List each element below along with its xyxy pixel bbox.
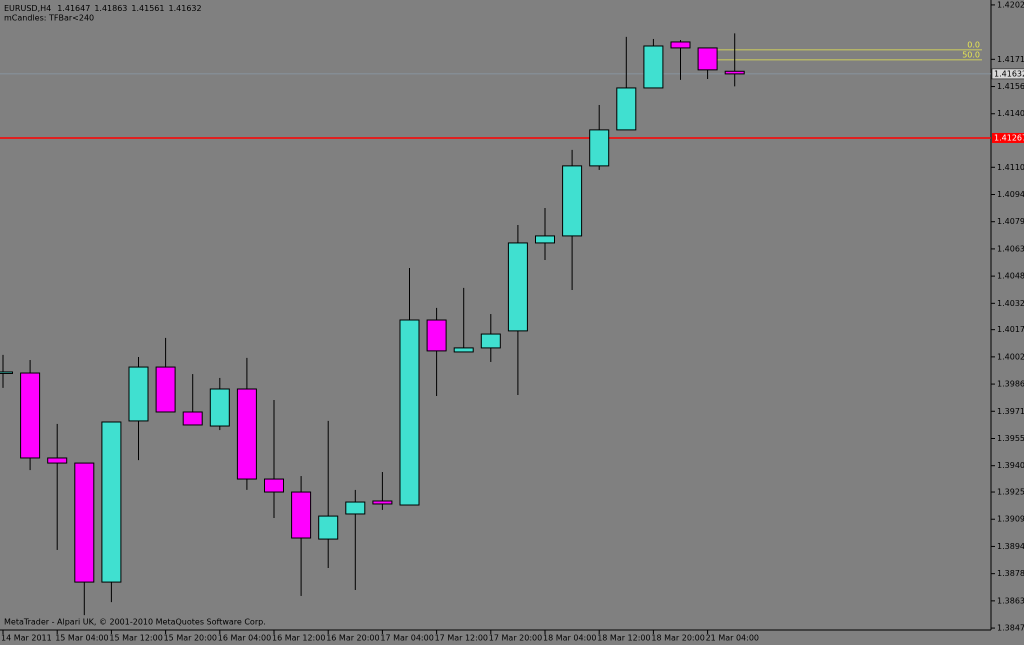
- candle-body: [643, 45, 664, 89]
- current-price-label: 1.41632: [994, 69, 1024, 78]
- y-tick-label: 1.40020: [997, 352, 1024, 361]
- open-value: 1.41647: [57, 4, 90, 13]
- y-tick-label: 1.39710: [997, 407, 1024, 416]
- candle-body: [562, 165, 583, 237]
- hline-label: 1.41267: [994, 133, 1024, 142]
- y-tick-label: 1.38785: [997, 569, 1024, 578]
- candle-body: [535, 235, 555, 244]
- candle-body: [697, 47, 718, 71]
- header: EURUSD,H4 1.41647 1.41863 1.41561 1.41632: [4, 4, 202, 13]
- current-price-box: [991, 68, 1024, 80]
- candle-body: [507, 242, 528, 332]
- x-tick-label: 18 Mar 12:00: [597, 634, 650, 643]
- y-tick-label: 1.40480: [997, 272, 1024, 281]
- y-tick-label: 1.41405: [997, 109, 1024, 118]
- candle-body: [264, 478, 284, 493]
- candle-body: [155, 366, 176, 413]
- x-tick-label: 21 Mar 04:00: [706, 634, 759, 643]
- y-tick-label: 1.40175: [997, 325, 1024, 334]
- y-tick-label: 1.40635: [997, 244, 1024, 253]
- high-value: 1.41863: [94, 4, 127, 13]
- candle-body: [372, 500, 393, 505]
- candle-body: [182, 411, 203, 426]
- y-tick-label: 1.41100: [997, 163, 1024, 172]
- candle-body: [345, 501, 366, 515]
- y-tick-label: 1.40945: [997, 190, 1024, 199]
- candle-body: [101, 421, 122, 583]
- candle-body: [128, 366, 149, 422]
- x-tick-label: 17 Mar 04:00: [380, 634, 433, 643]
- y-tick-label: 1.39250: [997, 488, 1024, 497]
- x-tick-label: 16 Mar 20:00: [326, 634, 379, 643]
- candle-body: [426, 319, 447, 352]
- x-tick-label: 15 Mar 12:00: [109, 634, 162, 643]
- x-tick-label: 17 Mar 20:00: [489, 634, 542, 643]
- y-tick-label: 1.40325: [997, 299, 1024, 308]
- x-tick-label: 15 Mar 20:00: [164, 634, 217, 643]
- y-tick-label: 1.39555: [997, 434, 1024, 443]
- candle-body: [670, 41, 691, 49]
- x-tick-label: 14 Mar 2011: [1, 634, 52, 643]
- x-tick-label: 16 Mar 04:00: [218, 634, 271, 643]
- y-tick-label: 1.41560: [997, 82, 1024, 91]
- candle-body: [47, 457, 68, 464]
- candle-body: [291, 491, 312, 539]
- y-tick-label: 1.38940: [997, 542, 1024, 551]
- close-value: 1.41632: [169, 4, 202, 13]
- fibo-label: 50.0: [962, 50, 980, 59]
- x-tick-label: 17 Mar 12:00: [435, 634, 488, 643]
- y-tick-label: 1.39865: [997, 380, 1024, 389]
- y-tick-label: 1.41715: [997, 55, 1024, 64]
- candle-body: [724, 70, 745, 75]
- y-tick-label: 1.39400: [997, 461, 1024, 470]
- x-tick-label: 16 Mar 12:00: [272, 634, 325, 643]
- candle-body: [236, 388, 257, 480]
- indicator: mCandles: TFBar<240: [4, 14, 94, 23]
- candle-body: [74, 462, 95, 583]
- copyright: MetaTrader - Alpari UK, © 2001-2010 Meta…: [4, 618, 266, 627]
- y-tick-label: 1.38630: [997, 596, 1024, 605]
- candle-body: [480, 333, 501, 349]
- symbol: EURUSD,H4: [4, 4, 51, 13]
- candle-body: [318, 515, 339, 540]
- y-tick-label: 1.42025: [997, 0, 1024, 9]
- low-value: 1.41561: [131, 4, 164, 13]
- x-tick-label: 15 Mar 04:00: [55, 634, 108, 643]
- candle-body: [453, 347, 474, 353]
- candle-body: [0, 371, 13, 374]
- candle-body: [20, 372, 41, 459]
- fibo-label: 0.0: [967, 40, 980, 49]
- x-tick-label: 18 Mar 04:00: [543, 634, 596, 643]
- candle-body: [589, 129, 610, 167]
- y-tick-label: 1.38475: [997, 624, 1024, 633]
- x-tick-label: 18 Mar 20:00: [651, 634, 704, 643]
- candle-body: [399, 319, 420, 506]
- candle-body: [616, 87, 637, 131]
- y-tick-label: 1.39095: [997, 515, 1024, 524]
- y-tick-label: 1.40790: [997, 217, 1024, 226]
- hline-label-box: [992, 132, 1024, 143]
- candle-body: [209, 388, 230, 427]
